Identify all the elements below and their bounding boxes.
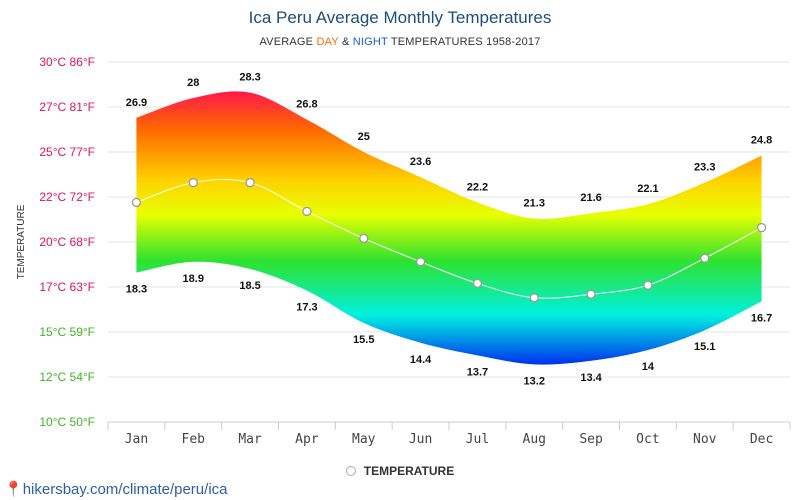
- average-point: [359, 233, 369, 244]
- x-tick-label: Feb: [182, 432, 206, 447]
- subtitle-suffix: TEMPERATURES 1958-2017: [387, 36, 541, 48]
- source-text: hikersbay.com/climate/peru/ica: [22, 481, 228, 498]
- day-value-label: 26.8: [296, 99, 317, 111]
- night-value-label: 15.1: [694, 341, 715, 353]
- legend-circle-icon: [345, 466, 356, 476]
- location-pin-icon: 📍: [4, 481, 23, 498]
- legend-label: TEMPERATURE: [363, 464, 455, 478]
- day-value-label: 23.3: [694, 162, 715, 174]
- x-tick-label: Jul: [466, 432, 489, 447]
- day-value-label: 24.8: [751, 135, 772, 147]
- x-tick-label: Jun: [409, 432, 432, 447]
- y-tick-label: 10°C 50°F: [39, 415, 95, 429]
- night-value-label: 18.9: [183, 273, 204, 285]
- x-tick-label: Nov: [693, 432, 717, 447]
- y-tick-label: 30°C 86°F: [39, 55, 95, 69]
- chart-subtitle: AVERAGE DAY & NIGHT TEMPERATURES 1958-20…: [0, 36, 800, 48]
- average-point: [472, 278, 483, 289]
- day-value-label: 25: [358, 131, 370, 143]
- average-point: [188, 177, 198, 188]
- chart-title: Ica Peru Average Monthly Temperatures: [248, 8, 552, 27]
- average-point: [415, 257, 426, 267]
- day-value-label: 21.3: [524, 198, 545, 210]
- x-tick-label: Apr: [295, 432, 319, 447]
- x-tick-label: Mar: [238, 432, 262, 447]
- night-value-label: 15.5: [353, 334, 374, 346]
- day-value-label: 28: [187, 77, 199, 89]
- average-point: [643, 280, 653, 290]
- day-value-label: 28.3: [239, 72, 260, 84]
- night-value-label: 13.4: [580, 372, 602, 384]
- average-point: [756, 222, 767, 233]
- subtitle-night: NIGHT: [352, 36, 388, 48]
- subtitle-mid: &: [338, 36, 353, 48]
- night-value-label: 17.3: [296, 302, 317, 314]
- x-tick-label: May: [352, 432, 376, 447]
- average-point: [529, 293, 539, 303]
- chart-legend[interactable]: TEMPERATURE: [0, 464, 800, 478]
- y-tick-label: 25°C 77°F: [39, 145, 95, 159]
- y-tick-label: 20°C 68°F: [39, 235, 95, 249]
- day-night-temperature-band: [136, 91, 762, 365]
- average-point: [131, 197, 142, 208]
- night-value-label: 14: [642, 361, 655, 373]
- average-point: [586, 289, 596, 299]
- y-tick-label: 17°C 63°F: [39, 280, 95, 294]
- day-value-label: 21.6: [580, 192, 601, 204]
- x-tick-label: Dec: [750, 432, 773, 447]
- average-point: [245, 177, 255, 188]
- night-value-label: 16.7: [751, 312, 772, 324]
- night-value-label: 13.2: [524, 375, 545, 387]
- x-tick-label: Sep: [579, 432, 603, 447]
- subtitle-day: DAY: [316, 36, 339, 48]
- night-value-label: 13.7: [467, 366, 488, 378]
- x-tick-label: Aug: [523, 432, 546, 447]
- y-tick-label: 12°C 54°F: [39, 370, 95, 384]
- day-value-label: 26.9: [126, 97, 147, 109]
- x-tick-label: Oct: [636, 432, 659, 447]
- y-axis-label: TEMPERATURE: [16, 204, 27, 279]
- night-value-label: 14.4: [410, 354, 432, 366]
- subtitle-prefix: AVERAGE: [259, 36, 317, 48]
- night-value-label: 18.5: [239, 280, 260, 292]
- y-tick-label: 27°C 81°F: [39, 100, 95, 114]
- day-value-label: 22.1: [637, 183, 658, 195]
- average-point: [700, 253, 710, 263]
- day-value-label: 23.6: [410, 156, 431, 168]
- night-value-label: 18.3: [126, 284, 147, 296]
- y-tick-label: 15°C 59°F: [39, 325, 95, 339]
- y-tick-label: 22°C 72°F: [39, 190, 95, 204]
- day-value-label: 22.2: [467, 181, 488, 193]
- x-tick-label: Jan: [125, 432, 148, 447]
- source-link[interactable]: 📍hikersbay.com/climate/peru/ica: [4, 480, 228, 498]
- average-point: [302, 206, 312, 217]
